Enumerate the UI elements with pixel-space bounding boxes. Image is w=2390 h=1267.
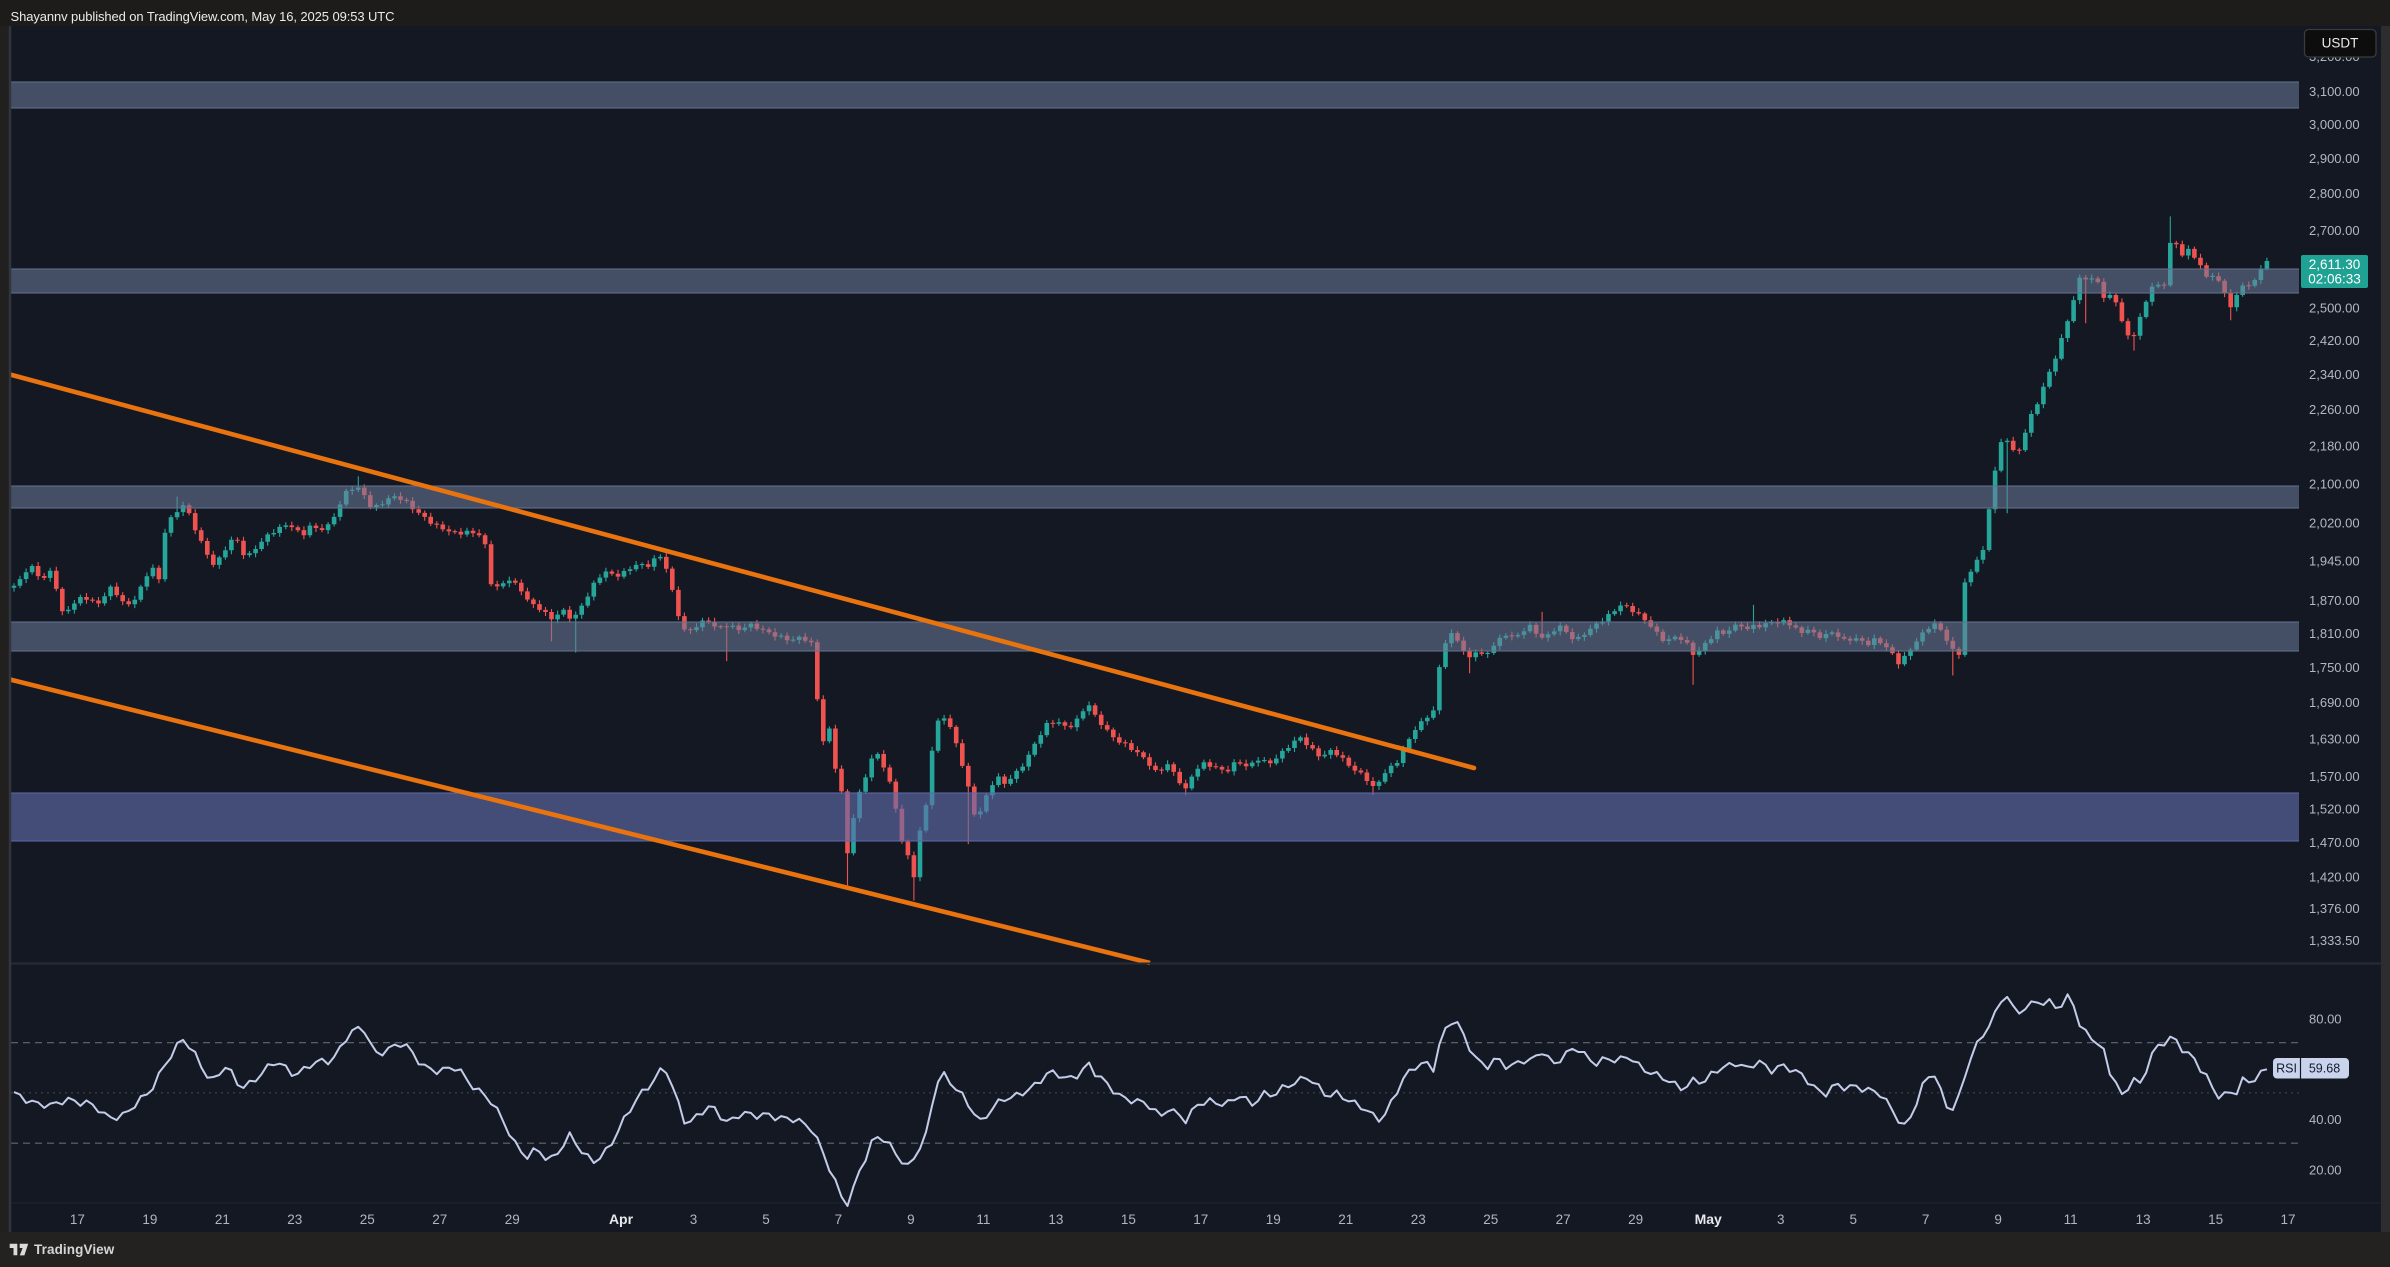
svg-text:7: 7 xyxy=(1922,1212,1930,1227)
svg-text:1,570.00: 1,570.00 xyxy=(2309,769,2360,784)
svg-text:2,260.00: 2,260.00 xyxy=(2309,402,2360,417)
svg-text:1,690.00: 1,690.00 xyxy=(2309,695,2360,710)
svg-text:59.68: 59.68 xyxy=(2309,1062,2340,1076)
svg-text:Shayannv published on TradingV: Shayannv published on TradingView.com, M… xyxy=(11,9,395,24)
svg-text:2,020.00: 2,020.00 xyxy=(2309,515,2360,530)
svg-text:7: 7 xyxy=(835,1212,843,1227)
svg-text:9: 9 xyxy=(907,1212,915,1227)
svg-text:29: 29 xyxy=(505,1212,520,1227)
svg-text:2,500.00: 2,500.00 xyxy=(2309,300,2360,315)
svg-text:3,000.00: 3,000.00 xyxy=(2309,117,2360,132)
svg-text:21: 21 xyxy=(1338,1212,1353,1227)
svg-text:20.00: 20.00 xyxy=(2309,1162,2342,1177)
svg-text:2,420.00: 2,420.00 xyxy=(2309,333,2360,348)
svg-text:3: 3 xyxy=(690,1212,698,1227)
svg-text:3,100.00: 3,100.00 xyxy=(2309,84,2360,99)
svg-text:2,100.00: 2,100.00 xyxy=(2309,476,2360,491)
svg-text:2,900.00: 2,900.00 xyxy=(2309,151,2360,166)
svg-text:2,340.00: 2,340.00 xyxy=(2309,367,2360,382)
svg-text:13: 13 xyxy=(2136,1212,2151,1227)
svg-text:17: 17 xyxy=(1193,1212,1208,1227)
svg-text:1,333.50: 1,333.50 xyxy=(2309,933,2360,948)
svg-text:2,800.00: 2,800.00 xyxy=(2309,186,2360,201)
svg-text:02:06:33: 02:06:33 xyxy=(2308,272,2361,287)
svg-text:19: 19 xyxy=(142,1212,157,1227)
svg-text:5: 5 xyxy=(1849,1212,1857,1227)
svg-text:40.00: 40.00 xyxy=(2309,1112,2342,1127)
svg-text:5: 5 xyxy=(762,1212,770,1227)
svg-text:1,630.00: 1,630.00 xyxy=(2309,731,2360,746)
svg-text:1,420.00: 1,420.00 xyxy=(2309,870,2360,885)
svg-text:11: 11 xyxy=(976,1212,990,1227)
svg-text:17: 17 xyxy=(2280,1212,2295,1227)
svg-text:Apr: Apr xyxy=(609,1211,634,1227)
svg-text:2,611.30: 2,611.30 xyxy=(2309,257,2361,272)
svg-text:TradingView: TradingView xyxy=(34,1242,115,1257)
svg-text:1,945.00: 1,945.00 xyxy=(2309,554,2360,569)
svg-text:RSI: RSI xyxy=(2276,1062,2297,1076)
svg-text:15: 15 xyxy=(2208,1212,2223,1227)
svg-text:11: 11 xyxy=(2064,1212,2078,1227)
svg-text:1,520.00: 1,520.00 xyxy=(2309,801,2360,816)
svg-text:1,750.00: 1,750.00 xyxy=(2309,660,2360,675)
svg-text:3: 3 xyxy=(1777,1212,1785,1227)
svg-text:USDT: USDT xyxy=(2322,36,2359,51)
svg-text:17: 17 xyxy=(70,1212,85,1227)
svg-text:19: 19 xyxy=(1266,1212,1281,1227)
svg-text:1,470.00: 1,470.00 xyxy=(2309,835,2360,850)
svg-text:23: 23 xyxy=(287,1212,302,1227)
svg-text:15: 15 xyxy=(1121,1212,1136,1227)
svg-text:1,870.00: 1,870.00 xyxy=(2309,593,2360,608)
svg-text:9: 9 xyxy=(1994,1212,2002,1227)
svg-text:23: 23 xyxy=(1411,1212,1426,1227)
svg-text:21: 21 xyxy=(215,1212,230,1227)
svg-text:27: 27 xyxy=(432,1212,447,1227)
svg-text:25: 25 xyxy=(360,1212,375,1227)
svg-text:27: 27 xyxy=(1556,1212,1571,1227)
svg-text:13: 13 xyxy=(1048,1212,1063,1227)
svg-text:2,700.00: 2,700.00 xyxy=(2309,223,2360,238)
svg-text:80.00: 80.00 xyxy=(2309,1012,2342,1027)
svg-text:May: May xyxy=(1695,1211,1722,1227)
svg-text:29: 29 xyxy=(1628,1212,1643,1227)
svg-text:2,180.00: 2,180.00 xyxy=(2309,439,2360,454)
svg-text:25: 25 xyxy=(1483,1212,1498,1227)
svg-text:1,376.00: 1,376.00 xyxy=(2309,901,2360,916)
svg-text:1,810.00: 1,810.00 xyxy=(2309,626,2360,641)
